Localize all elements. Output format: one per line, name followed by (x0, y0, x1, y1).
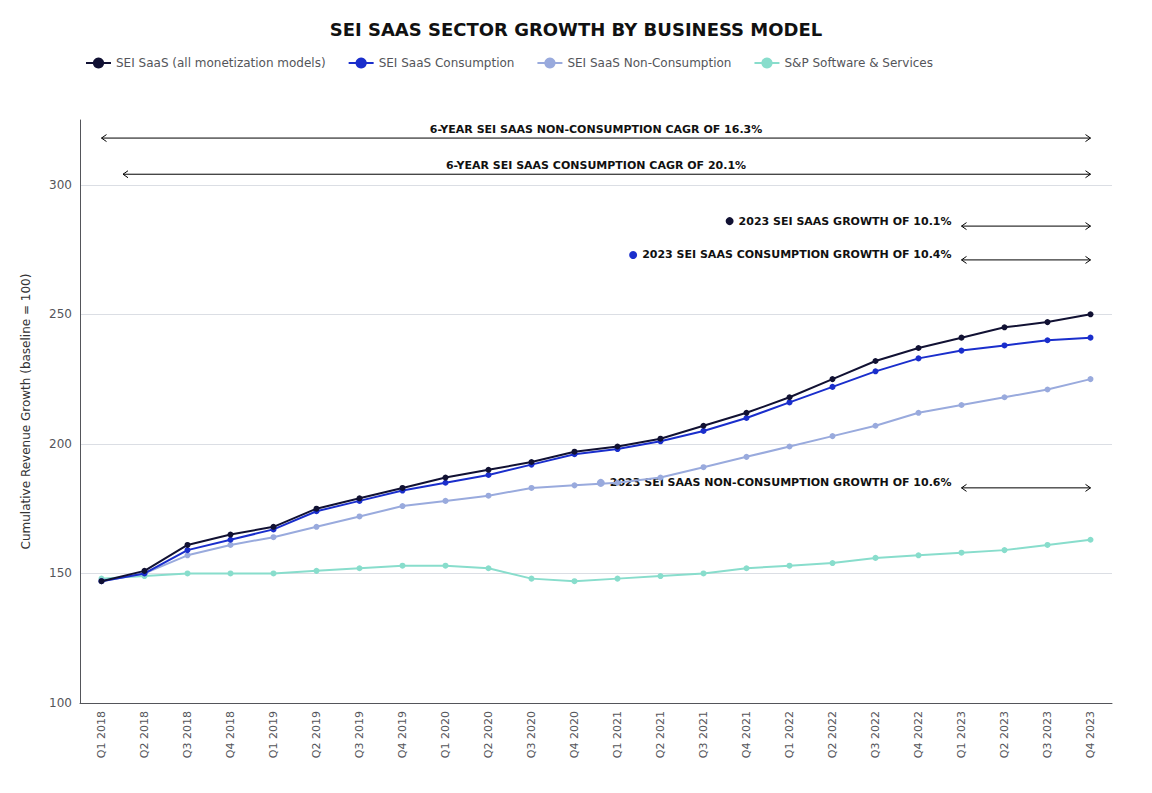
svg-text:Q2 2018: Q2 2018 (138, 711, 151, 758)
svg-text:Q3 2023: Q3 2023 (1041, 711, 1054, 758)
svg-text:Q3 2021: Q3 2021 (697, 711, 710, 758)
svg-text:Q1 2020: Q1 2020 (439, 711, 452, 758)
svg-text:Q3 2022: Q3 2022 (869, 711, 882, 758)
svg-text:Q4 2023: Q4 2023 (1084, 711, 1097, 758)
svg-text:Q4 2021: Q4 2021 (740, 711, 753, 758)
svg-text:Cumulative Revenue Growth (bas: Cumulative Revenue Growth (baseline = 10… (19, 274, 33, 550)
svg-text:2023 SEI SAAS GROWTH OF 10.1%: 2023 SEI SAAS GROWTH OF 10.1% (739, 215, 952, 228)
svg-text:Q1 2019: Q1 2019 (267, 711, 280, 758)
svg-text:300: 300 (49, 178, 72, 192)
svg-text:6-YEAR SEI SAAS CONSUMPTION CA: 6-YEAR SEI SAAS CONSUMPTION CAGR OF 20.1… (446, 159, 746, 172)
svg-text:200: 200 (49, 437, 72, 451)
svg-text:100: 100 (49, 696, 72, 710)
svg-text:SEI SaaS Non-Consumption: SEI SaaS Non-Consumption (567, 56, 731, 70)
svg-text:Q3 2020: Q3 2020 (525, 711, 538, 758)
svg-text:S&P Software & Services: S&P Software & Services (784, 56, 933, 70)
svg-text:250: 250 (49, 307, 72, 321)
svg-text:Q4 2018: Q4 2018 (224, 711, 237, 758)
svg-text:SEI SaaS Consumption: SEI SaaS Consumption (379, 56, 515, 70)
svg-text:150: 150 (49, 566, 72, 580)
svg-text:SEI SAAS SECTOR GROWTH BY BUSI: SEI SAAS SECTOR GROWTH BY BUSINESS MODEL (330, 19, 823, 40)
svg-text:Q1 2018: Q1 2018 (95, 711, 108, 758)
svg-text:Q2 2019: Q2 2019 (310, 711, 323, 758)
svg-text:Q4 2022: Q4 2022 (912, 711, 925, 758)
svg-text:Q3 2018: Q3 2018 (181, 711, 194, 758)
svg-text:6-YEAR SEI SAAS NON-CONSUMPTIO: 6-YEAR SEI SAAS NON-CONSUMPTION CAGR OF … (430, 123, 763, 136)
svg-text:Q4 2020: Q4 2020 (568, 711, 581, 758)
svg-text:Q1 2021: Q1 2021 (611, 711, 624, 758)
svg-text:Q3 2019: Q3 2019 (353, 711, 366, 758)
svg-text:Q2 2023: Q2 2023 (998, 711, 1011, 758)
svg-text:SEI SaaS (all monetization mod: SEI SaaS (all monetization models) (116, 56, 326, 70)
svg-text:Q1 2022: Q1 2022 (783, 711, 796, 758)
svg-text:Q2 2022: Q2 2022 (826, 711, 839, 758)
svg-text:Q2 2020: Q2 2020 (482, 711, 495, 758)
svg-text:Q4 2019: Q4 2019 (396, 711, 409, 758)
svg-text:Q1 2023: Q1 2023 (955, 711, 968, 758)
svg-text:2023 SEI SAAS CONSUMPTION GROW: 2023 SEI SAAS CONSUMPTION GROWTH OF 10.4… (642, 248, 951, 261)
svg-text:Q2 2021: Q2 2021 (654, 711, 667, 758)
svg-text:2023 SEI SAAS NON-CONSUMPTION: 2023 SEI SAAS NON-CONSUMPTION GROWTH OF … (609, 476, 952, 490)
